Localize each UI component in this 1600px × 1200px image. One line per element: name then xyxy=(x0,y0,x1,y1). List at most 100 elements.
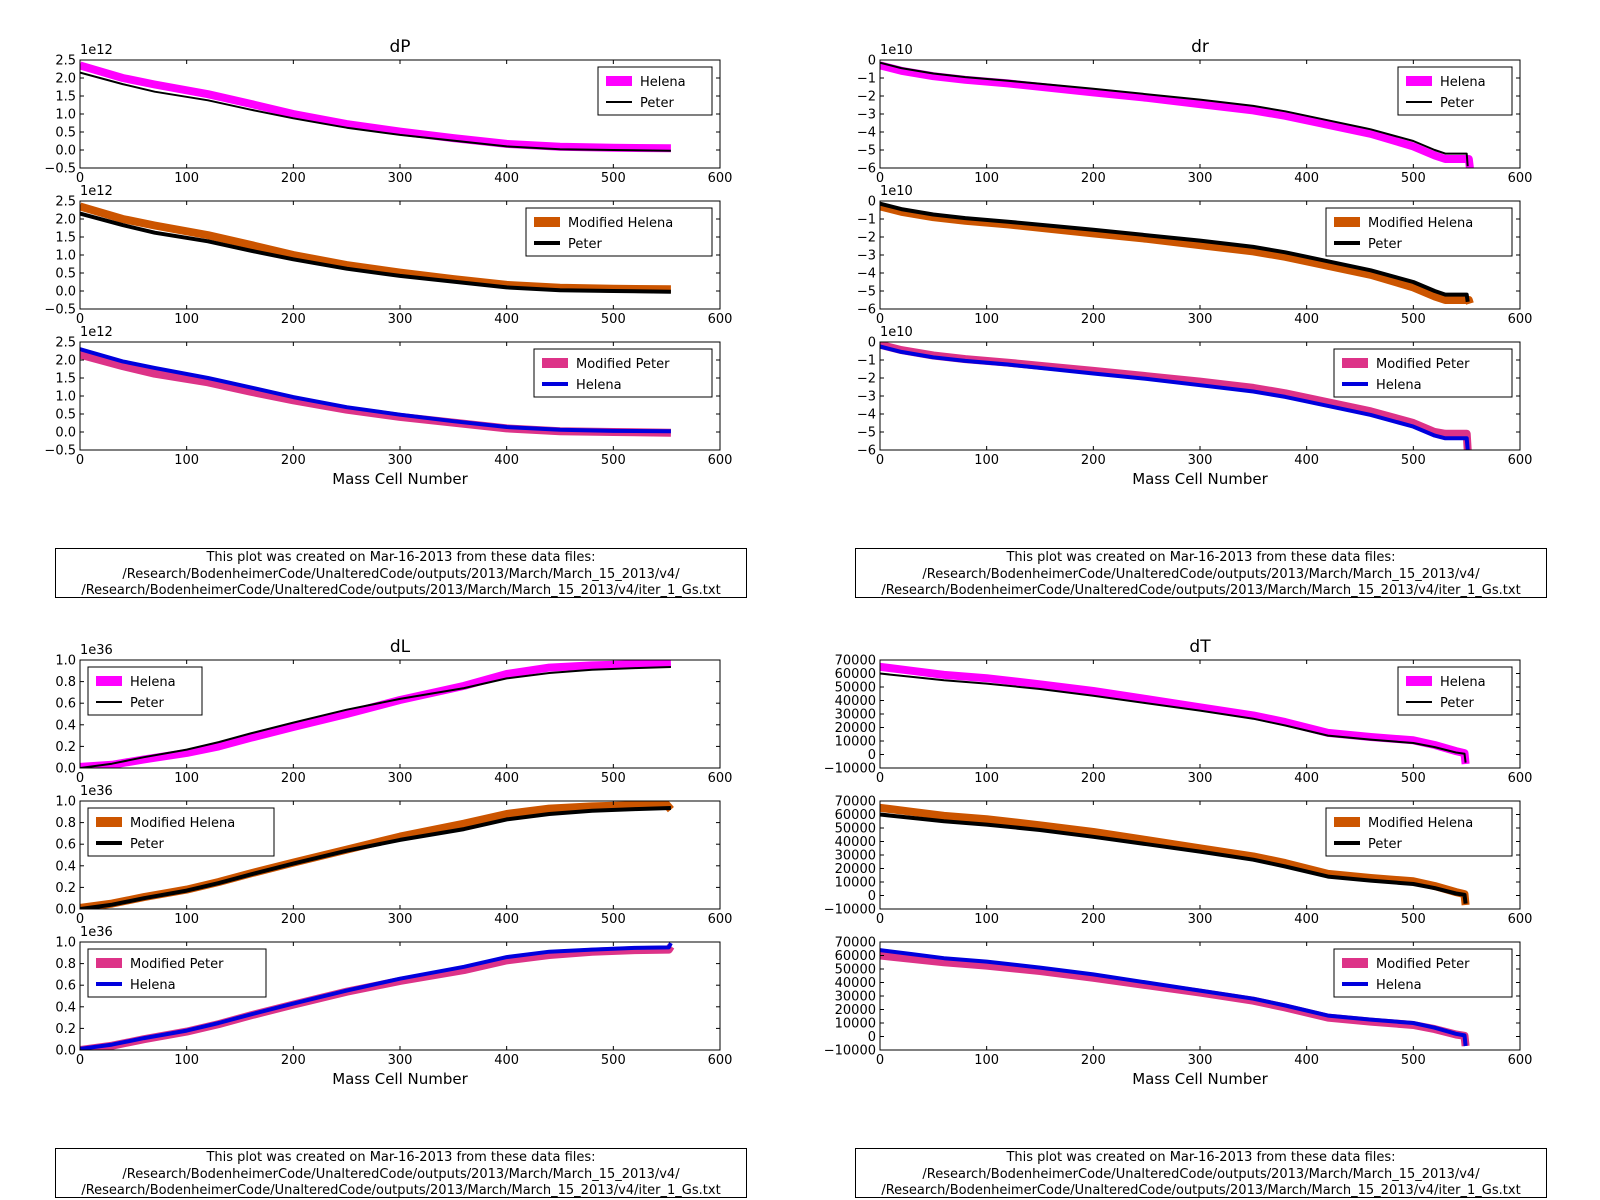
axis-exponent-label: 1e36 xyxy=(80,784,113,799)
y-tick-label: 1.0 xyxy=(55,654,76,669)
legend: Helena Peter xyxy=(1397,666,1513,716)
legend-swatch xyxy=(1334,217,1360,227)
x-tick-label: 200 xyxy=(1081,1053,1106,1068)
legend: Modified Peter Helena xyxy=(533,348,713,398)
y-tick-label: 0.5 xyxy=(55,126,76,141)
legend-swatch xyxy=(1334,817,1360,827)
x-tick-label: 400 xyxy=(494,453,519,468)
x-tick-label: 0 xyxy=(876,1053,884,1068)
x-tick-label: 300 xyxy=(388,1053,413,1068)
legend-label: Peter xyxy=(1368,237,1402,252)
y-tick-label: 0 xyxy=(868,336,876,351)
x-tick-label: 400 xyxy=(494,912,519,927)
chart-panel: 0 100 200 300 400 500 600 −6 −5 −4 −3 −2 −1 0 1e10 Modi… xyxy=(857,184,1533,327)
x-tick-label: 200 xyxy=(281,771,306,786)
axis-exponent-label: 1e12 xyxy=(80,325,113,340)
axis-exponent-label: 1e36 xyxy=(80,643,113,658)
x-tick-label: 100 xyxy=(174,1053,199,1068)
x-tick-label: 500 xyxy=(601,453,626,468)
legend-box xyxy=(597,66,713,116)
legend-swatch xyxy=(96,676,122,686)
series-line xyxy=(880,202,1474,305)
y-tick-label: 0 xyxy=(868,195,876,210)
legend-label: Helena xyxy=(130,675,176,690)
y-tick-label: 50000 xyxy=(835,963,876,978)
legend-swatch xyxy=(1406,76,1432,86)
legend-box xyxy=(1325,807,1513,857)
x-tick-label: 400 xyxy=(1294,1053,1319,1068)
series-line xyxy=(80,660,672,768)
legend-label: Helena xyxy=(576,378,622,393)
legend: Modified Peter Helena xyxy=(1333,948,1513,998)
caption-box-top-right: This plot was created on Mar-16-2013 fro… xyxy=(855,548,1547,598)
legend-box xyxy=(1397,66,1513,116)
y-tick-label: 0.2 xyxy=(55,1022,76,1037)
legend-label: Peter xyxy=(568,237,602,252)
legend: Modified Helena Peter xyxy=(1325,207,1513,257)
x-tick-label: 100 xyxy=(174,912,199,927)
chart-title: dP xyxy=(389,37,410,57)
chart-title: dr xyxy=(1191,37,1209,57)
caption-line-1: This plot was created on Mar-16-2013 fro… xyxy=(1006,1150,1396,1165)
legend-label: Modified Helena xyxy=(1368,816,1473,831)
x-tick-label: 100 xyxy=(974,453,999,468)
legend-label: Helena xyxy=(640,75,686,90)
x-tick-label: 300 xyxy=(1188,1053,1213,1068)
caption-line-3: /Research/BodenheimerCode/UnalteredCode/… xyxy=(881,583,1521,598)
axis-exponent-label: 1e10 xyxy=(880,184,913,199)
x-axis-label: Mass Cell Number xyxy=(1132,1070,1268,1088)
x-tick-label: 0 xyxy=(76,312,84,327)
caption-line-2: /Research/BodenheimerCode/UnalteredCode/… xyxy=(922,1166,1480,1182)
y-tick-label: −0.5 xyxy=(44,303,76,318)
y-tick-label: 60000 xyxy=(835,949,876,964)
x-tick-label: 100 xyxy=(974,912,999,927)
series-line xyxy=(80,806,671,909)
x-tick-label: 600 xyxy=(708,312,733,327)
x-tick-label: 600 xyxy=(708,1053,733,1068)
y-tick-label: 10000 xyxy=(835,876,876,891)
x-tick-label: 400 xyxy=(494,771,519,786)
series-line xyxy=(80,347,671,434)
y-tick-label: 40000 xyxy=(835,694,876,709)
x-tick-label: 300 xyxy=(1188,453,1213,468)
y-tick-label: −1 xyxy=(857,213,876,228)
caption-box-bottom-right: This plot was created on Mar-16-2013 fro… xyxy=(855,1148,1547,1198)
x-tick-label: 100 xyxy=(174,312,199,327)
y-tick-label: 0.0 xyxy=(55,144,76,159)
x-tick-label: 100 xyxy=(974,312,999,327)
legend-box xyxy=(87,807,275,857)
y-tick-label: 30000 xyxy=(835,708,876,723)
y-tick-label: 20000 xyxy=(835,862,876,877)
x-tick-label: 500 xyxy=(1401,1053,1426,1068)
series-line xyxy=(80,71,671,152)
x-tick-label: 200 xyxy=(1081,312,1106,327)
y-tick-label: 30000 xyxy=(835,849,876,864)
chart-panel: 0 100 200 300 400 500 600−10000010000200003000… xyxy=(824,936,1533,1089)
y-tick-label: −0.5 xyxy=(44,162,76,177)
x-tick-label: 200 xyxy=(281,453,306,468)
caption-line-3: /Research/BodenheimerCode/UnalteredCode/… xyxy=(81,1183,721,1198)
y-tick-label: −3 xyxy=(857,108,876,123)
x-tick-label: 200 xyxy=(1081,171,1106,186)
chart-panel: 0 100 200 300 400 500 600 −6 −5 −4 −3 −2 −1 0 1e10 dr He… xyxy=(857,37,1533,186)
y-tick-label: 1.0 xyxy=(55,249,76,264)
y-tick-label: 0 xyxy=(868,748,876,763)
y-tick-label: 1.0 xyxy=(55,795,76,810)
y-tick-label: 0.5 xyxy=(55,408,76,423)
series-line xyxy=(880,672,1467,763)
y-tick-label: 40000 xyxy=(835,835,876,850)
x-tick-label: 600 xyxy=(1508,771,1533,786)
series-line xyxy=(880,61,1469,167)
y-tick-label: −3 xyxy=(857,390,876,405)
x-tick-label: 300 xyxy=(1188,771,1213,786)
legend-swatch xyxy=(1342,358,1368,368)
y-tick-label: −2 xyxy=(857,372,876,387)
legend-label: Helena xyxy=(1376,378,1422,393)
x-tick-label: 500 xyxy=(601,312,626,327)
y-tick-label: 0.4 xyxy=(55,1000,76,1015)
y-tick-label: −6 xyxy=(857,303,876,318)
x-tick-label: 500 xyxy=(601,912,626,927)
y-tick-label: −4 xyxy=(857,267,876,282)
y-tick-label: 1.5 xyxy=(55,90,76,105)
chart-panel: 0 100 200 300 400 500 600 0.0 0.2 0.4 0.6 0.8 1.0 1e3… xyxy=(55,784,732,927)
